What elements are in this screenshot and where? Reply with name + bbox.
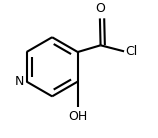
Text: O: O [95, 2, 105, 15]
Text: Cl: Cl [126, 45, 138, 58]
Text: N: N [15, 75, 24, 88]
Text: OH: OH [68, 110, 87, 123]
